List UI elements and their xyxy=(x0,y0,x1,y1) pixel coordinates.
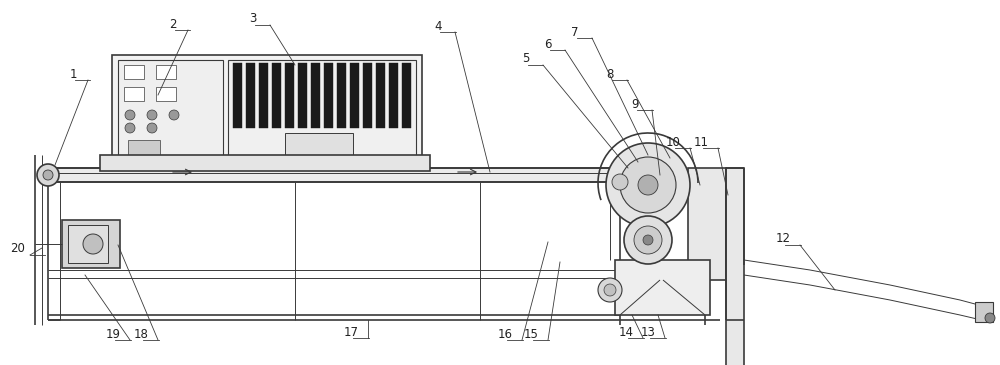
Circle shape xyxy=(83,234,103,254)
Circle shape xyxy=(620,157,676,213)
Bar xyxy=(228,60,416,165)
Bar xyxy=(62,220,120,268)
Circle shape xyxy=(147,110,157,120)
Circle shape xyxy=(37,164,59,186)
Bar xyxy=(156,87,176,101)
Bar xyxy=(68,225,108,263)
Bar xyxy=(688,168,726,280)
Text: 6: 6 xyxy=(544,38,552,50)
Circle shape xyxy=(985,313,995,323)
Circle shape xyxy=(638,175,658,195)
Text: 5: 5 xyxy=(522,53,530,65)
Text: 7: 7 xyxy=(571,26,579,38)
Bar xyxy=(233,63,242,128)
Circle shape xyxy=(606,143,690,227)
Circle shape xyxy=(598,278,622,302)
Bar xyxy=(726,168,744,365)
Bar xyxy=(363,63,372,128)
Circle shape xyxy=(125,123,135,133)
Bar xyxy=(615,260,710,315)
Bar xyxy=(389,63,398,128)
Bar xyxy=(975,302,993,322)
Circle shape xyxy=(634,226,662,254)
Text: 16: 16 xyxy=(498,327,512,341)
Bar xyxy=(350,63,359,128)
Text: 9: 9 xyxy=(631,97,639,111)
Circle shape xyxy=(147,123,157,133)
Bar xyxy=(324,63,333,128)
Bar xyxy=(272,63,281,128)
Text: 15: 15 xyxy=(524,327,538,341)
Circle shape xyxy=(612,174,628,190)
Text: 10: 10 xyxy=(666,135,680,149)
Bar xyxy=(337,63,346,128)
Text: 17: 17 xyxy=(344,326,358,338)
Bar xyxy=(402,63,411,128)
Bar xyxy=(259,63,268,128)
Bar xyxy=(118,60,223,165)
Circle shape xyxy=(609,164,631,186)
Bar xyxy=(285,133,353,155)
Bar xyxy=(100,155,430,171)
Circle shape xyxy=(643,235,653,245)
Text: 8: 8 xyxy=(606,68,614,81)
Text: 18: 18 xyxy=(134,327,148,341)
Bar xyxy=(285,63,294,128)
Text: 20: 20 xyxy=(10,242,25,255)
Bar xyxy=(124,65,144,79)
Bar xyxy=(124,87,144,101)
Text: 12: 12 xyxy=(776,233,790,246)
Circle shape xyxy=(125,110,135,120)
Bar xyxy=(48,168,620,182)
Text: 3: 3 xyxy=(249,12,257,26)
Bar xyxy=(156,65,176,79)
Circle shape xyxy=(604,284,616,296)
Text: 14: 14 xyxy=(618,326,634,338)
Text: 19: 19 xyxy=(106,327,120,341)
Bar xyxy=(298,63,307,128)
Bar xyxy=(112,55,422,170)
Text: 13: 13 xyxy=(641,326,655,338)
Circle shape xyxy=(169,110,179,120)
Text: 4: 4 xyxy=(434,19,442,32)
Text: 11: 11 xyxy=(694,135,708,149)
Text: 2: 2 xyxy=(169,18,177,31)
Circle shape xyxy=(624,216,672,264)
Bar xyxy=(311,63,320,128)
Bar xyxy=(376,63,385,128)
Text: 1: 1 xyxy=(69,68,77,81)
Bar xyxy=(246,63,255,128)
Bar xyxy=(128,140,160,156)
Circle shape xyxy=(43,170,53,180)
